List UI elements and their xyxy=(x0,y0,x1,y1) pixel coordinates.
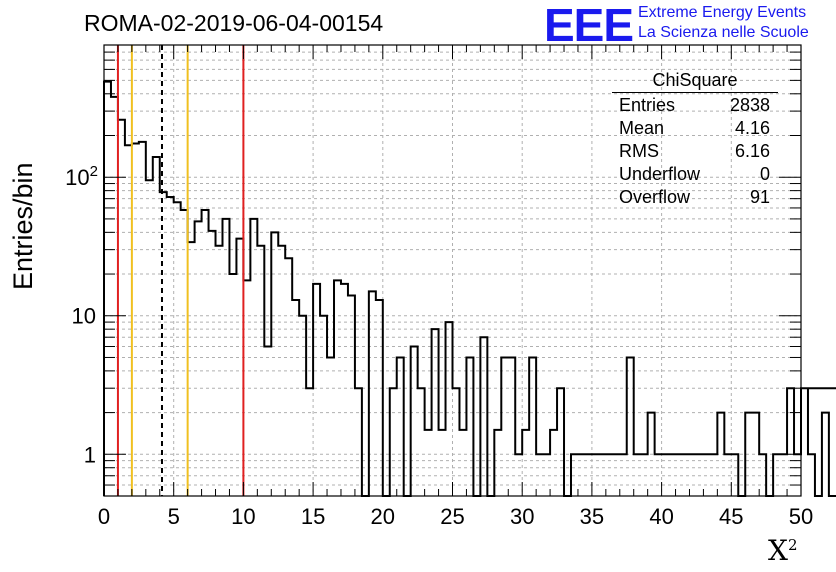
histogram-bin xyxy=(418,388,425,496)
stats-label: Underflow xyxy=(619,164,701,184)
logo-tagline-1: Extreme Energy Events xyxy=(638,4,807,21)
x-tick-label: 15 xyxy=(301,504,325,529)
histogram-bin xyxy=(550,430,557,496)
stats-row: Mean 4.16 xyxy=(612,117,778,140)
eee-logo: EEE xyxy=(544,0,634,51)
histogram-bin xyxy=(439,430,446,496)
histogram-bin xyxy=(808,454,815,496)
histogram-bin xyxy=(188,242,195,496)
histogram-bin xyxy=(494,430,501,496)
histogram-bin xyxy=(146,180,153,496)
x-tick-label: 50 xyxy=(789,504,813,529)
histogram-bin xyxy=(348,296,355,496)
histogram-bin xyxy=(299,316,306,496)
stats-row: Underflow 0 xyxy=(612,163,778,186)
x-tick-label: 40 xyxy=(649,504,673,529)
stats-row: Entries 2838 xyxy=(612,94,778,117)
histogram-bin xyxy=(160,192,167,496)
marker-lines xyxy=(116,45,245,496)
x-tick-label: 5 xyxy=(168,504,180,529)
stats-label: RMS xyxy=(619,141,659,161)
histogram-bin xyxy=(202,210,209,496)
histogram-bin xyxy=(801,388,808,496)
x-tick-label: 30 xyxy=(510,504,534,529)
histogram-outline xyxy=(103,80,836,497)
histogram-bin xyxy=(139,142,146,496)
logo-tagline-2: La Scienza nelle Scuole xyxy=(638,24,809,41)
x-tick-label: 45 xyxy=(719,504,743,529)
histogram-bin xyxy=(411,346,418,496)
x-tick-label: 0 xyxy=(98,504,110,529)
histogram-bin xyxy=(195,221,202,496)
histogram-bin xyxy=(529,357,536,496)
stats-title: ChiSquare xyxy=(612,70,778,93)
x-tick-label: 20 xyxy=(371,504,395,529)
histogram-bin xyxy=(327,357,334,496)
histogram-bin xyxy=(480,337,487,496)
x-axis-label: X2 xyxy=(768,534,797,567)
y-tick-label: 10 xyxy=(72,304,96,329)
x-tick-label: 25 xyxy=(440,504,464,529)
histogram-bin xyxy=(209,231,216,496)
histogram-bin xyxy=(132,144,139,496)
y-axis-label: Entries/bin xyxy=(8,162,38,290)
y-tick-label: 102 xyxy=(65,163,98,190)
stats-label: Overflow xyxy=(619,187,691,207)
histogram-bin xyxy=(522,430,529,496)
histogram-bin xyxy=(425,430,432,496)
histogram-bars xyxy=(103,80,836,497)
x-tick-labels: 0 5 10 15 20 25 30 35 40 45 50 xyxy=(98,504,813,529)
histogram-bin xyxy=(787,388,794,496)
stats-label: Mean xyxy=(619,118,665,138)
stats-value: 6.16 xyxy=(734,141,770,161)
histogram-bin xyxy=(390,388,397,496)
histogram-bin xyxy=(236,239,243,496)
axis-ticks xyxy=(103,44,802,497)
histogram-bin xyxy=(459,430,466,496)
histogram-bin xyxy=(822,413,829,496)
histogram-bin xyxy=(446,322,453,496)
x-tick-label: 10 xyxy=(231,504,255,529)
histogram-bin xyxy=(355,388,362,496)
histogram-bin xyxy=(229,274,236,496)
histogram-bin xyxy=(125,145,132,496)
histogram-bin xyxy=(453,388,460,496)
stats-value: 4.16 xyxy=(734,118,770,138)
stats-label: Entries xyxy=(619,95,676,115)
histogram-bin xyxy=(118,120,125,496)
chart-title: ROMA-02-2019-06-04-00154 xyxy=(84,10,384,36)
y-tick-label: 1 xyxy=(84,442,96,467)
histogram-bin xyxy=(508,357,515,496)
y-tick-label-base: 10 xyxy=(65,165,89,190)
histogram-bin xyxy=(104,82,111,496)
histogram-bin xyxy=(466,357,473,496)
x-axis-label-base: X xyxy=(768,534,788,567)
histogram-bin xyxy=(306,388,313,496)
stats-value: 2838 xyxy=(729,95,770,115)
stats-row: RMS 6.16 xyxy=(612,140,778,163)
x-tick-label: 35 xyxy=(580,504,604,529)
histogram-bin xyxy=(320,316,327,496)
histogram-bin xyxy=(627,357,634,496)
histogram-bin xyxy=(501,357,508,496)
stats-value: 91 xyxy=(749,187,770,207)
histogram-bin xyxy=(111,97,118,496)
stats-box: ChiSquare Entries 2838 Mean 4.16 RMS 6.16 U… xyxy=(612,70,778,209)
y-tick-label-sup: 2 xyxy=(90,163,98,180)
histogram-bin xyxy=(271,232,278,496)
stats-row: Overflow 91 xyxy=(612,186,778,209)
stats-value: 0 xyxy=(759,164,770,184)
histogram-bin xyxy=(557,388,564,496)
histogram-bin xyxy=(264,346,271,496)
histogram-bin xyxy=(174,202,181,496)
histogram-bin xyxy=(181,210,188,496)
x-axis-label-sup: 2 xyxy=(787,536,798,554)
histogram-bin xyxy=(397,357,404,496)
